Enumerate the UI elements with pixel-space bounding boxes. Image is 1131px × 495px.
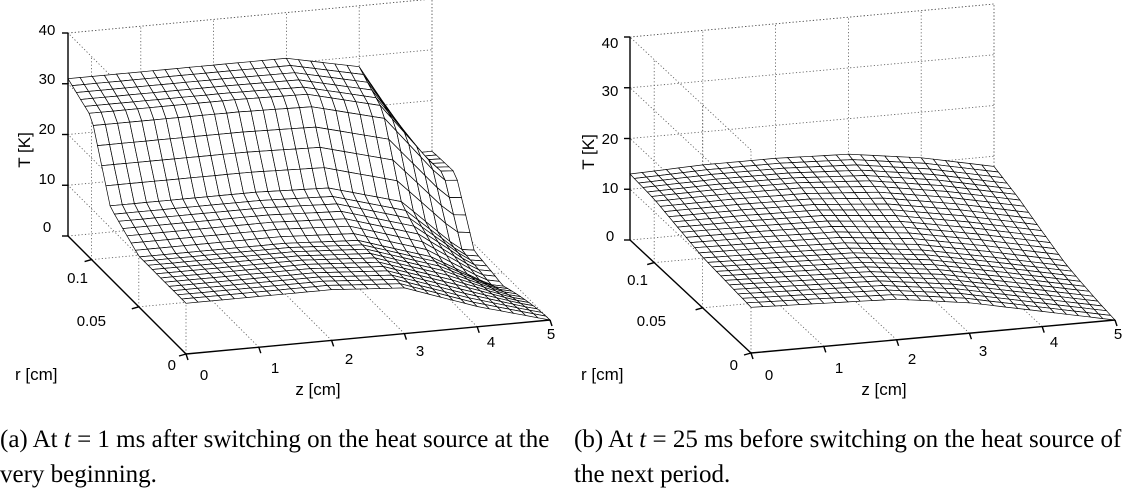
z-tick-mark (185, 353, 189, 361)
r-tick-label: 0.1 (627, 272, 648, 289)
z-tick-mark (1114, 319, 1118, 327)
axes (62, 32, 553, 361)
T-axis-label: T [K] (15, 132, 34, 168)
z-axis-label: z [cm] (295, 380, 340, 399)
r-tick-label: 0 (730, 357, 738, 374)
grid-line (67, 0, 426, 34)
r-tick-label: 0.1 (67, 270, 88, 287)
z-tick-label: 4 (1050, 334, 1058, 351)
T-tick-label: 20 (602, 131, 619, 148)
T-tick-label: 40 (602, 35, 619, 52)
surface-mesh (67, 57, 552, 321)
surface-plot-a: 0 1 2 3 4 5 0 0.05 0.1 0 10 20 30 40 z [cm] r [cm] T [K] (15, 0, 555, 399)
r-tick-label: 0.05 (77, 313, 106, 330)
r-tick-mark (647, 261, 655, 266)
grid-line (431, 201, 551, 321)
z-tick-label: 5 (547, 326, 555, 343)
caption-a: (a) At t = 1 ms after switching on the h… (0, 426, 550, 488)
z-tick-label: 2 (908, 351, 916, 368)
r-tick-label: 0 (168, 357, 176, 374)
r-tick-mark (743, 352, 752, 356)
z-tick-label: 2 (345, 351, 353, 368)
z-tick-label: 1 (271, 360, 279, 377)
r-tick-mark (131, 306, 139, 310)
r-axis-label: r [cm] (15, 365, 58, 384)
r-axis-line (67, 235, 187, 355)
z-tick-mark (403, 333, 408, 340)
surface-mesh (629, 153, 1116, 321)
z-tick-mark (258, 346, 262, 354)
z-tick-label: 3 (416, 343, 424, 360)
grid-line (286, 215, 405, 334)
T-tick-label: 40 (39, 22, 56, 39)
T-axis-label: T [K] (579, 134, 598, 170)
z-tick-mark (895, 339, 900, 347)
figure-b: 0 1 2 3 4 5 0 0.05 0.1 0 10 20 30 40 z [cm] r [cm] T [K]… (566, 0, 1131, 495)
grid-line (629, 54, 995, 89)
surface-plot-b: 0 1 2 3 4 5 0 0.05 0.1 0 10 20 30 40 z [cm] r [cm] T [K] (579, 3, 1122, 399)
z-tick-label: 4 (487, 334, 495, 351)
grid-line (629, 105, 995, 139)
z-axis-line (185, 319, 551, 355)
z-tick-mark (823, 346, 827, 353)
caption-b: (b) At t = 25 ms before switching on the… (574, 426, 1122, 488)
grid-line (358, 208, 478, 328)
T-tick-label: 30 (602, 83, 619, 100)
z-tick-label: 3 (979, 343, 987, 360)
r-tick-label: 0.05 (637, 313, 666, 330)
z-tick-mark (549, 319, 553, 327)
surface-cell (532, 313, 552, 321)
z-tick-mark (750, 352, 754, 360)
r-tick-mark (178, 353, 187, 357)
z-axis-line (750, 319, 1116, 354)
T-tick-label: 0 (43, 219, 51, 236)
z-axis-label: z [cm] (861, 380, 906, 399)
z-tick-label: 1 (835, 360, 843, 377)
surface-cell (1097, 313, 1116, 321)
T-tick-label: 10 (602, 180, 619, 197)
T-tick-label: 0 (606, 228, 614, 245)
r-tick-mark (84, 258, 92, 263)
r-tick-mark (695, 307, 703, 311)
z-tick-mark (476, 326, 480, 334)
T-tick-label: 10 (39, 171, 56, 188)
z-tick-mark (1041, 326, 1045, 333)
z-tick-label: 0 (200, 367, 208, 384)
r-axis-line (629, 239, 752, 354)
z-tick-mark (968, 332, 973, 340)
figure-a: 0 1 2 3 4 5 0 0.05 0.1 0 10 20 30 40 z [cm] r [cm] T [K]… (0, 0, 565, 495)
grid-line (140, 228, 260, 348)
grid-line (629, 36, 752, 151)
grid-line (629, 3, 995, 38)
z-tick-label: 5 (1114, 326, 1122, 343)
z-tick-mark (330, 340, 335, 347)
axes (624, 36, 1118, 360)
T-tick-label: 20 (39, 121, 56, 138)
grid-line (213, 222, 332, 341)
T-tick-label: 30 (39, 71, 56, 88)
r-axis-label: r [cm] (581, 365, 624, 384)
z-tick-label: 0 (765, 367, 773, 384)
